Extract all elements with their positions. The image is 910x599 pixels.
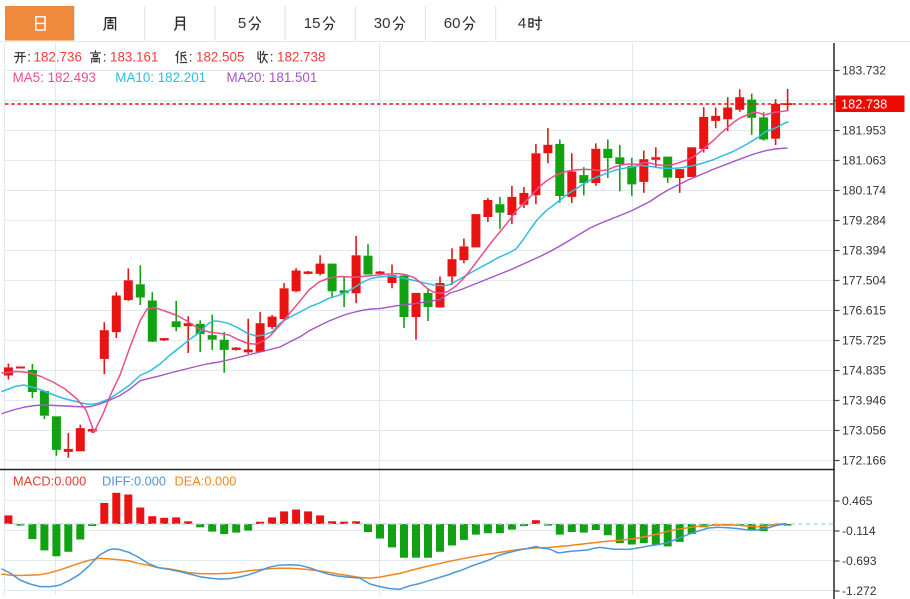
svg-text:181.953: 181.953 xyxy=(842,123,886,137)
svg-text:MA20: 181.501: MA20: 181.501 xyxy=(227,70,318,85)
svg-text:182.738: 182.738 xyxy=(841,97,887,112)
svg-text:-0.114: -0.114 xyxy=(842,524,876,538)
svg-text:182.505: 182.505 xyxy=(196,50,244,65)
svg-text:MA5: 182.493: MA5: 182.493 xyxy=(13,70,96,85)
svg-text:-1.272: -1.272 xyxy=(842,584,877,598)
svg-text:175.725: 175.725 xyxy=(842,333,886,347)
svg-text:MA10: 182.201: MA10: 182.201 xyxy=(115,70,206,85)
svg-text:60: 60 xyxy=(444,15,461,32)
svg-text:5: 5 xyxy=(238,15,246,32)
svg-text:178.394: 178.394 xyxy=(842,243,886,257)
svg-text::: : xyxy=(27,50,31,65)
svg-text:180.174: 180.174 xyxy=(842,183,886,197)
svg-text:173.946: 173.946 xyxy=(842,393,886,407)
svg-text:183.161: 183.161 xyxy=(110,50,158,65)
svg-text::: : xyxy=(189,50,193,65)
svg-text:DEA:0.000: DEA:0.000 xyxy=(175,474,237,489)
svg-text::: : xyxy=(270,50,274,65)
svg-text:173.056: 173.056 xyxy=(842,423,886,437)
svg-text:DIFF:0.000: DIFF:0.000 xyxy=(102,474,166,489)
svg-text:-0.693: -0.693 xyxy=(842,554,877,568)
svg-text:174.835: 174.835 xyxy=(842,363,886,377)
svg-text:30: 30 xyxy=(374,15,391,32)
svg-text:179.284: 179.284 xyxy=(842,213,886,227)
svg-text:176.615: 176.615 xyxy=(842,303,886,317)
svg-text:183.732: 183.732 xyxy=(842,63,886,77)
svg-text:181.063: 181.063 xyxy=(842,153,886,167)
svg-text:182.736: 182.736 xyxy=(34,50,82,65)
svg-text::: : xyxy=(103,50,107,65)
svg-text:177.504: 177.504 xyxy=(842,273,886,287)
svg-text:182.738: 182.738 xyxy=(277,50,325,65)
svg-text:172.166: 172.166 xyxy=(842,453,886,467)
svg-text:0.465: 0.465 xyxy=(842,494,873,508)
svg-text:15: 15 xyxy=(304,15,321,32)
svg-text:MACD:0.000: MACD:0.000 xyxy=(13,474,86,489)
svg-text:4: 4 xyxy=(518,15,526,32)
